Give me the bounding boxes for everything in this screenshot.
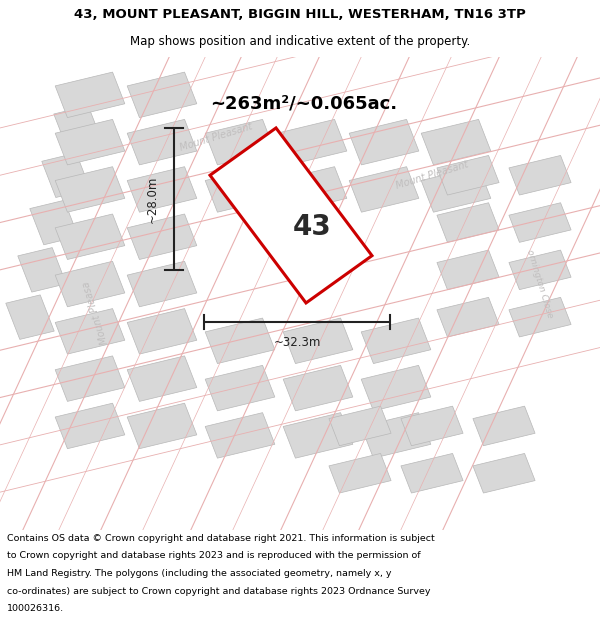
Text: ~32.3m: ~32.3m [274,336,320,349]
Text: Mount Pleasant: Mount Pleasant [178,122,254,153]
Polygon shape [283,366,353,411]
Polygon shape [205,119,275,165]
Polygon shape [401,406,463,446]
Polygon shape [349,119,419,165]
Polygon shape [42,153,90,198]
Polygon shape [283,412,353,458]
Text: HM Land Registry. The polygons (including the associated geometry, namely x, y: HM Land Registry. The polygons (includin… [7,569,392,578]
Text: Contains OS data © Crown copyright and database right 2021. This information is : Contains OS data © Crown copyright and d… [7,534,435,542]
Polygon shape [210,128,372,303]
Polygon shape [361,412,431,458]
Polygon shape [18,248,66,292]
Polygon shape [54,106,102,150]
Text: to Crown copyright and database rights 2023 and is reproduced with the permissio: to Crown copyright and database rights 2… [7,551,421,561]
Text: 43, MOUNT PLEASANT, BIGGIN HILL, WESTERHAM, TN16 3TP: 43, MOUNT PLEASANT, BIGGIN HILL, WESTERH… [74,8,526,21]
Polygon shape [205,167,275,212]
Polygon shape [437,156,499,195]
Polygon shape [55,403,125,449]
Polygon shape [205,366,275,411]
Polygon shape [127,356,197,401]
Polygon shape [127,72,197,118]
Polygon shape [329,406,391,446]
Polygon shape [473,454,535,493]
Polygon shape [55,167,125,212]
Text: ornington Close: ornington Close [525,249,555,319]
Text: Map shows position and indicative extent of the property.: Map shows position and indicative extent… [130,34,470,48]
Polygon shape [437,202,499,242]
Polygon shape [205,412,275,458]
Text: ~263m²/~0.065ac.: ~263m²/~0.065ac. [210,95,397,113]
Polygon shape [127,309,197,354]
Polygon shape [349,167,419,212]
Polygon shape [509,156,571,195]
Polygon shape [437,250,499,289]
Polygon shape [6,295,54,339]
Polygon shape [277,119,347,165]
Polygon shape [361,318,431,364]
Polygon shape [127,119,197,165]
Polygon shape [421,167,491,212]
Polygon shape [473,406,535,446]
Polygon shape [277,167,347,212]
Polygon shape [0,71,600,277]
Polygon shape [283,318,353,364]
Polygon shape [55,309,125,354]
Polygon shape [55,356,125,401]
Polygon shape [127,403,197,449]
Polygon shape [55,261,125,307]
Polygon shape [55,72,125,118]
Polygon shape [55,214,125,259]
Polygon shape [127,167,197,212]
Polygon shape [30,200,78,245]
Polygon shape [127,261,197,307]
Text: co-ordinates) are subject to Crown copyright and database rights 2023 Ordnance S: co-ordinates) are subject to Crown copyr… [7,586,431,596]
Polygon shape [329,454,391,493]
Polygon shape [509,298,571,337]
Polygon shape [509,202,571,242]
Text: 100026316.: 100026316. [7,604,64,613]
Polygon shape [127,214,197,259]
Polygon shape [0,198,600,405]
Polygon shape [55,119,125,165]
Polygon shape [205,318,275,364]
Polygon shape [509,250,571,289]
Text: ~28.0m: ~28.0m [146,175,159,222]
Polygon shape [437,298,499,337]
Polygon shape [361,366,431,411]
Text: 43: 43 [293,213,331,241]
Polygon shape [401,454,463,493]
Text: Mount Pleasa: Mount Pleasa [82,280,110,345]
Text: Mount Pleasant: Mount Pleasant [394,159,470,191]
Polygon shape [421,119,491,165]
